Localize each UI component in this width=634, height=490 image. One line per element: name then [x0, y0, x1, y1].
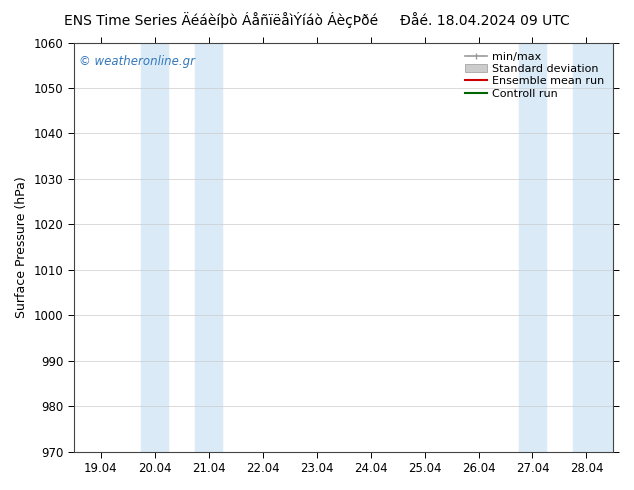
- Bar: [141, 43, 168, 452]
- Text: ENS Time Series Äéáèíþò ÁåñïëåìÝíáò ÁèçÞðé     Ðåé. 18.04.2024 09 UTC: ENS Time Series Äéáèíþò ÁåñïëåìÝíáò ÁèçÞ…: [64, 12, 570, 28]
- Y-axis label: Surface Pressure (hPa): Surface Pressure (hPa): [15, 176, 28, 318]
- Text: © weatheronline.gr: © weatheronline.gr: [79, 55, 195, 68]
- Bar: [195, 43, 222, 452]
- Bar: [573, 43, 614, 452]
- Bar: [519, 43, 546, 452]
- Legend: min/max, Standard deviation, Ensemble mean run, Controll run: min/max, Standard deviation, Ensemble me…: [461, 48, 608, 102]
